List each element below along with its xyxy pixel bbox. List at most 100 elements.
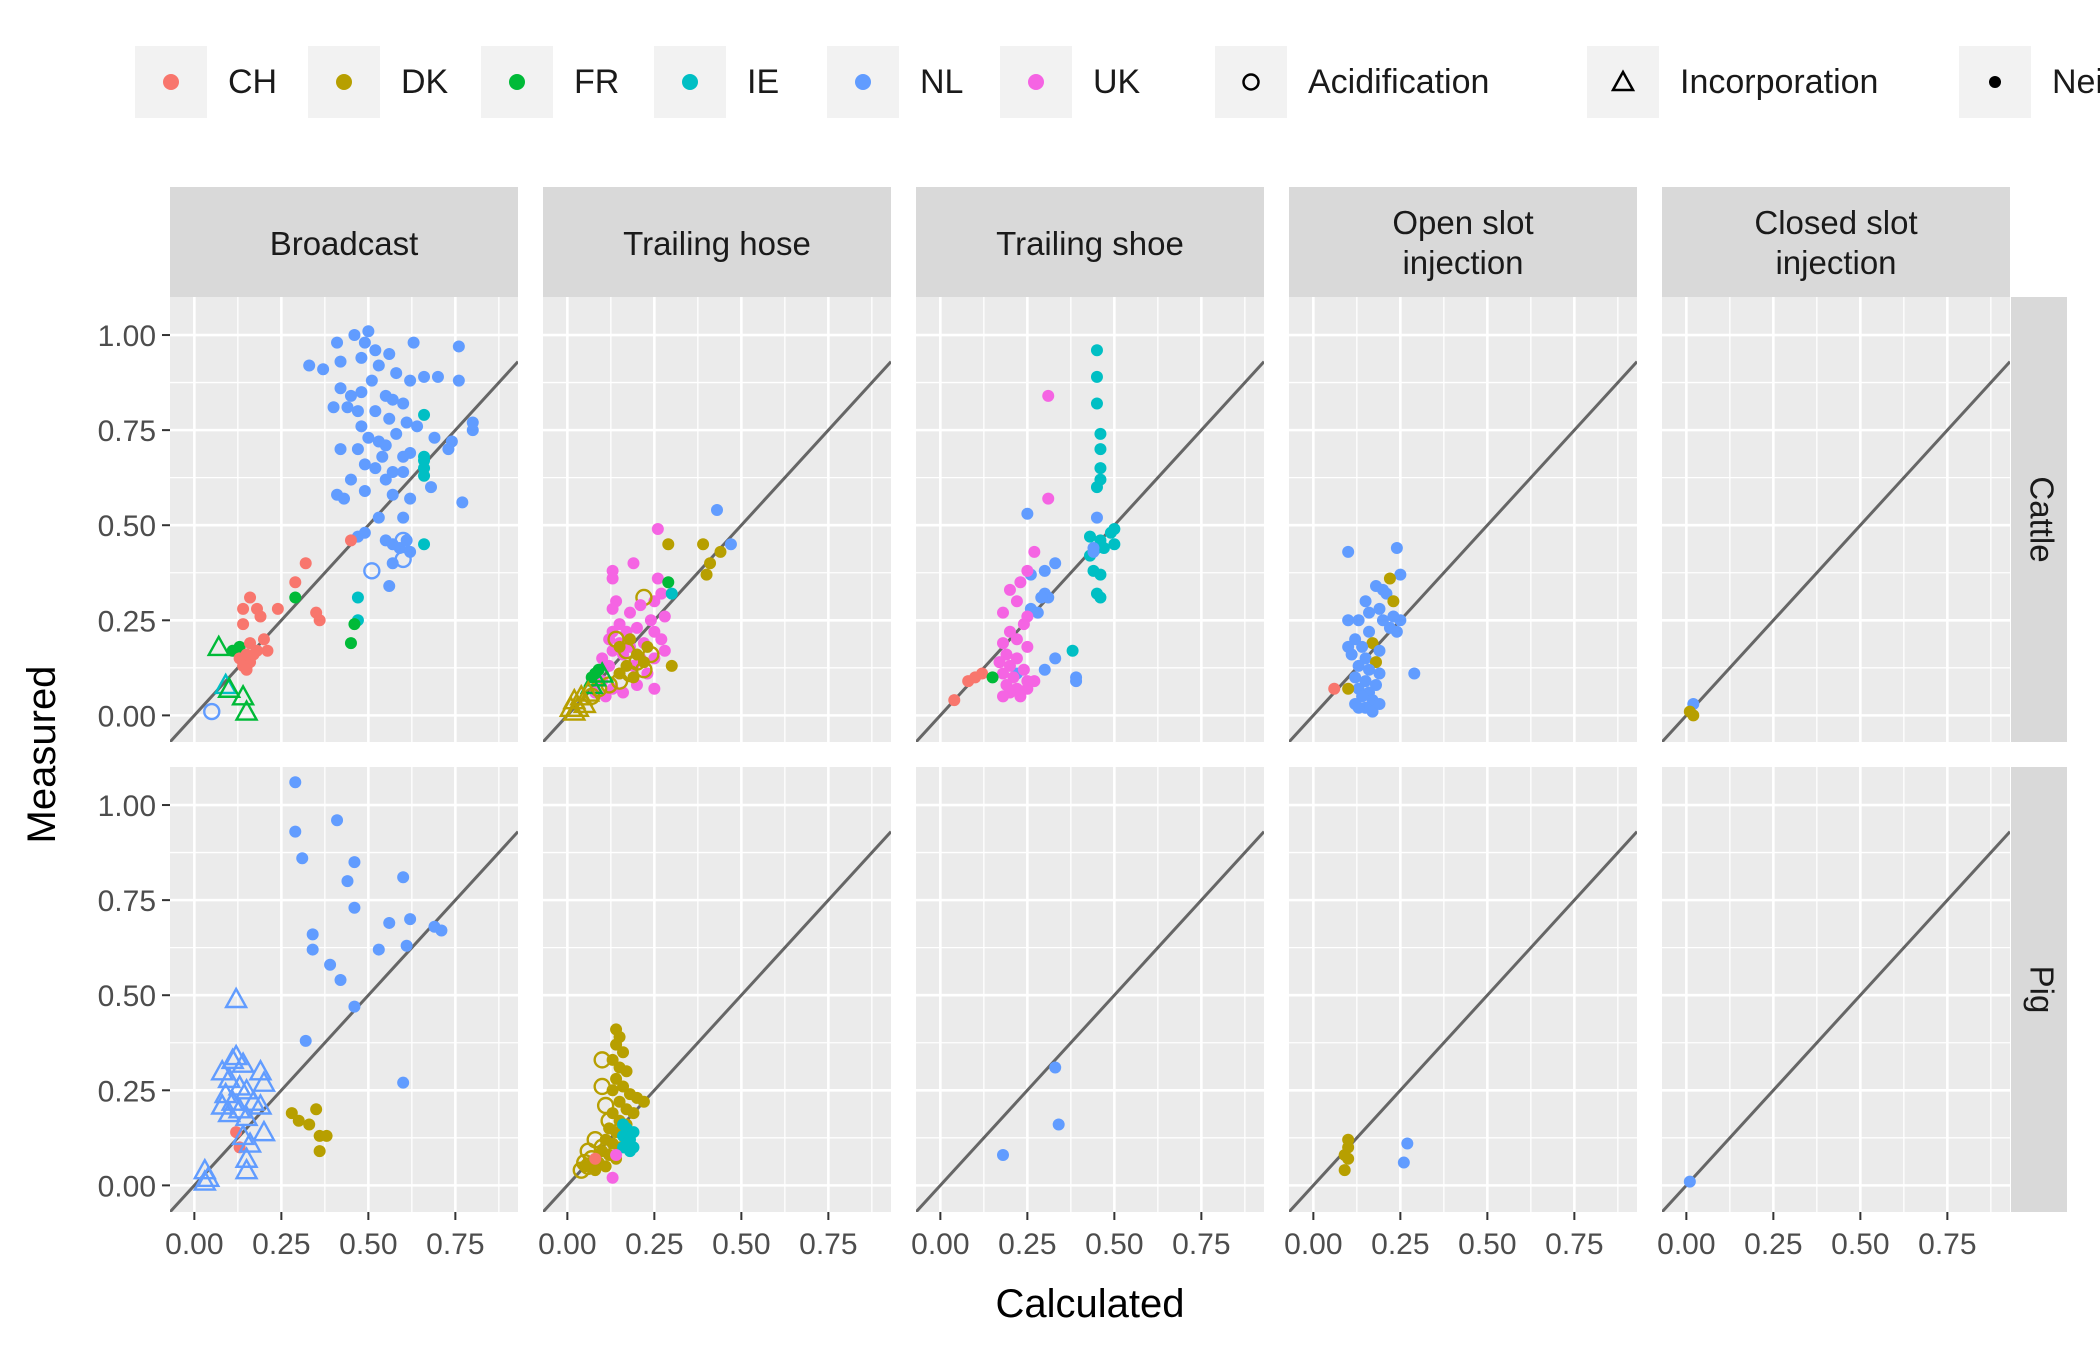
data-point xyxy=(407,336,420,349)
data-point xyxy=(331,814,344,827)
x-tick-label: 0.50 xyxy=(339,1228,397,1261)
data-point xyxy=(386,465,399,478)
data-point xyxy=(341,875,354,888)
data-point xyxy=(1090,344,1103,357)
data-point xyxy=(1028,545,1041,558)
data-point xyxy=(1328,682,1341,695)
data-point xyxy=(634,599,647,612)
x-tick-label: 0.00 xyxy=(538,1228,596,1261)
data-point xyxy=(285,1107,298,1120)
legend-label-dk: DK xyxy=(401,63,449,101)
data-point xyxy=(1014,576,1027,589)
data-point xyxy=(1687,709,1700,722)
data-point xyxy=(697,538,710,551)
data-point xyxy=(997,667,1009,680)
data-point xyxy=(1387,595,1400,608)
data-point xyxy=(617,1080,630,1093)
data-point xyxy=(372,359,385,372)
data-point xyxy=(248,1093,273,1115)
panel-plot-area xyxy=(1289,360,1637,742)
legend-label-uk: UK xyxy=(1093,63,1141,101)
data-point xyxy=(324,958,337,971)
data-point xyxy=(327,401,340,414)
legend-key-ie xyxy=(682,74,698,90)
data-point xyxy=(431,370,444,383)
data-point xyxy=(1349,671,1362,684)
data-point xyxy=(1094,568,1107,581)
y-tick-label: 0.25 xyxy=(98,1075,156,1108)
strip-bg xyxy=(916,187,1264,297)
data-point xyxy=(1049,1061,1062,1074)
data-point xyxy=(1003,583,1016,596)
data-point xyxy=(217,1100,242,1123)
data-point xyxy=(1070,671,1083,684)
data-point xyxy=(1373,602,1386,615)
data-point xyxy=(289,591,302,604)
strip-bg xyxy=(2011,297,2067,742)
x-tick-label: 0.00 xyxy=(1284,1228,1342,1261)
data-point xyxy=(1097,542,1110,555)
x-tick-label: 0.25 xyxy=(625,1228,683,1261)
data-point xyxy=(606,572,619,585)
data-point xyxy=(390,367,403,380)
legend-label-nl: NL xyxy=(920,63,963,101)
data-point xyxy=(617,1046,630,1059)
data-point xyxy=(642,645,660,664)
data-point xyxy=(1003,659,1016,672)
strip-label: Open slot xyxy=(1392,204,1533,241)
data-point xyxy=(1349,633,1362,646)
data-point xyxy=(655,633,668,646)
data-point xyxy=(1090,481,1103,494)
data-point xyxy=(363,562,381,580)
data-point xyxy=(1042,389,1055,402)
x-tick-label: 0.25 xyxy=(1371,1228,1429,1261)
data-point xyxy=(627,557,640,570)
panel-bg xyxy=(1289,297,1637,742)
data-point xyxy=(600,1112,618,1130)
panel-bg xyxy=(1662,297,2010,742)
data-point xyxy=(1042,492,1055,505)
data-point xyxy=(233,640,246,653)
data-point xyxy=(610,1072,623,1085)
data-point xyxy=(1049,652,1062,665)
data-point xyxy=(1342,545,1355,558)
row-strip: Pig xyxy=(2011,767,2067,1212)
data-point xyxy=(651,523,664,536)
data-point xyxy=(365,374,378,387)
x-tick-label: 0.50 xyxy=(712,1228,770,1261)
data-point xyxy=(452,340,465,353)
x-tick-label: 0.00 xyxy=(911,1228,969,1261)
data-point xyxy=(1038,663,1051,676)
y-tick-label: 0.75 xyxy=(98,885,156,918)
y-axis-title: Measured xyxy=(20,666,64,844)
data-point xyxy=(351,405,364,418)
data-point xyxy=(1010,652,1023,665)
data-point xyxy=(397,1076,410,1089)
strip-label: injection xyxy=(1402,244,1523,281)
panel-plot-area xyxy=(543,830,891,1212)
data-point xyxy=(1084,530,1096,543)
data-point xyxy=(362,325,375,338)
data-point xyxy=(700,568,713,581)
data-point xyxy=(662,538,675,551)
data-point xyxy=(313,1145,326,1158)
data-point xyxy=(662,576,675,589)
data-point xyxy=(1066,644,1079,657)
data-point xyxy=(606,1171,619,1184)
data-point xyxy=(351,591,364,604)
data-point xyxy=(593,1077,611,1096)
legend-key-bg xyxy=(1215,46,1287,118)
legend-key-nl xyxy=(855,74,871,90)
data-point xyxy=(1363,663,1376,676)
data-point xyxy=(251,1119,276,1142)
data-point xyxy=(418,408,431,421)
data-point xyxy=(348,856,361,869)
data-point xyxy=(1090,397,1103,410)
data-point xyxy=(1021,682,1034,695)
data-point xyxy=(310,1103,323,1116)
data-point xyxy=(648,682,661,695)
data-point xyxy=(1373,697,1386,710)
data-point xyxy=(435,924,448,937)
